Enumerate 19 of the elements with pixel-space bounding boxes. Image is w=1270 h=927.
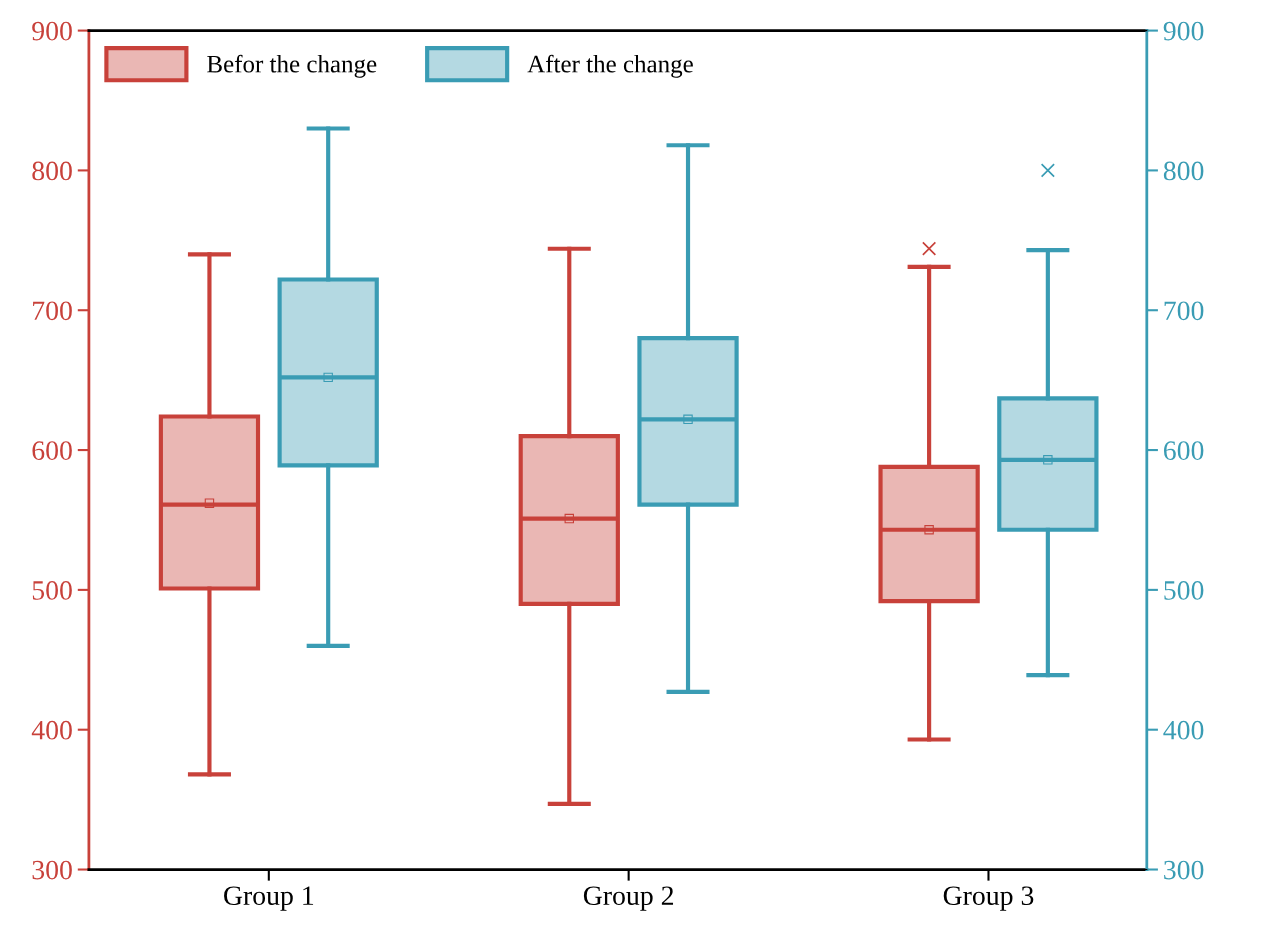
y2-tick-label: 800	[1163, 161, 1204, 181]
x-tick-label: Group 2	[583, 886, 674, 911]
y2-tick-label: 900	[1163, 21, 1204, 41]
y-tick-label: 400	[31, 720, 72, 740]
x-tick-label: Group 1	[224, 886, 314, 911]
legend-label: After the change	[527, 54, 693, 78]
y2-tick-label: 600	[1163, 441, 1204, 460]
y2-tick-label: 500	[1164, 581, 1204, 600]
y-tick-label: 900	[32, 21, 72, 41]
y-tick-label: 700	[33, 301, 72, 321]
y2-tick-label: 300	[1164, 860, 1204, 880]
legend-label: Befor the change	[207, 54, 377, 78]
y-tick-label: 600	[32, 441, 72, 460]
y-tick-label: 800	[32, 161, 72, 181]
y2-tick-label: 700	[1164, 301, 1204, 321]
y-tick-label: 300	[32, 860, 72, 880]
y-tick-label: 500	[32, 581, 72, 600]
y2-tick-label: 400	[1163, 720, 1204, 740]
x-tick-label: Group 3	[943, 886, 1034, 911]
